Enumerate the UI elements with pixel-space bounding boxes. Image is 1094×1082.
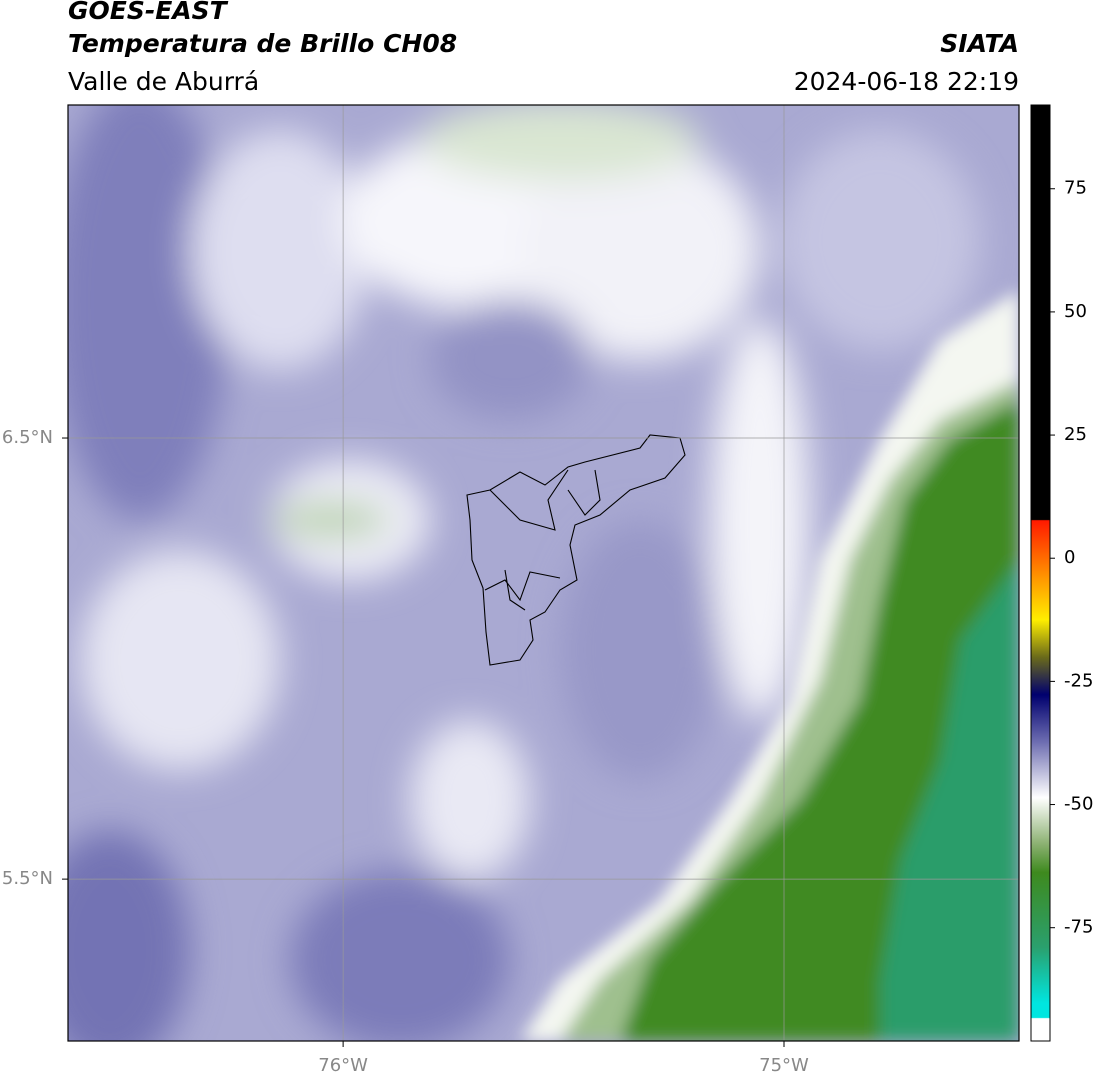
map-frame: [67, 104, 1020, 1042]
y-tick-label: 5.5°N: [2, 868, 53, 889]
colorbar: [1030, 104, 1051, 1042]
colorbar-tick-label: 25: [1064, 424, 1087, 445]
y-tick-label: 6.5°N: [2, 427, 53, 448]
subtitle: Temperatura de Brillo CH08: [68, 29, 457, 58]
colorbar-tick-label: 50: [1064, 301, 1087, 322]
graticule: [68, 105, 1019, 1041]
x-tick-label: 76°W: [318, 1055, 368, 1076]
colorbar-tick-label: -75: [1064, 917, 1093, 938]
region: Valle de Aburrá: [68, 67, 259, 96]
x-tick-label: 75°W: [759, 1055, 809, 1076]
colorbar-tick-label: 0: [1064, 547, 1075, 568]
colorbar-tick-label: 75: [1064, 178, 1087, 199]
colorbar-tick-label: -50: [1064, 794, 1093, 815]
municipal-boundaries: [466, 434, 686, 666]
field: [68, 105, 1019, 1041]
source: SIATA: [940, 29, 1019, 58]
title: GOES-EAST: [68, 0, 229, 25]
colorbar-tick-label: -25: [1064, 670, 1093, 691]
timestamp: 2024-06-18 22:19: [794, 67, 1019, 96]
